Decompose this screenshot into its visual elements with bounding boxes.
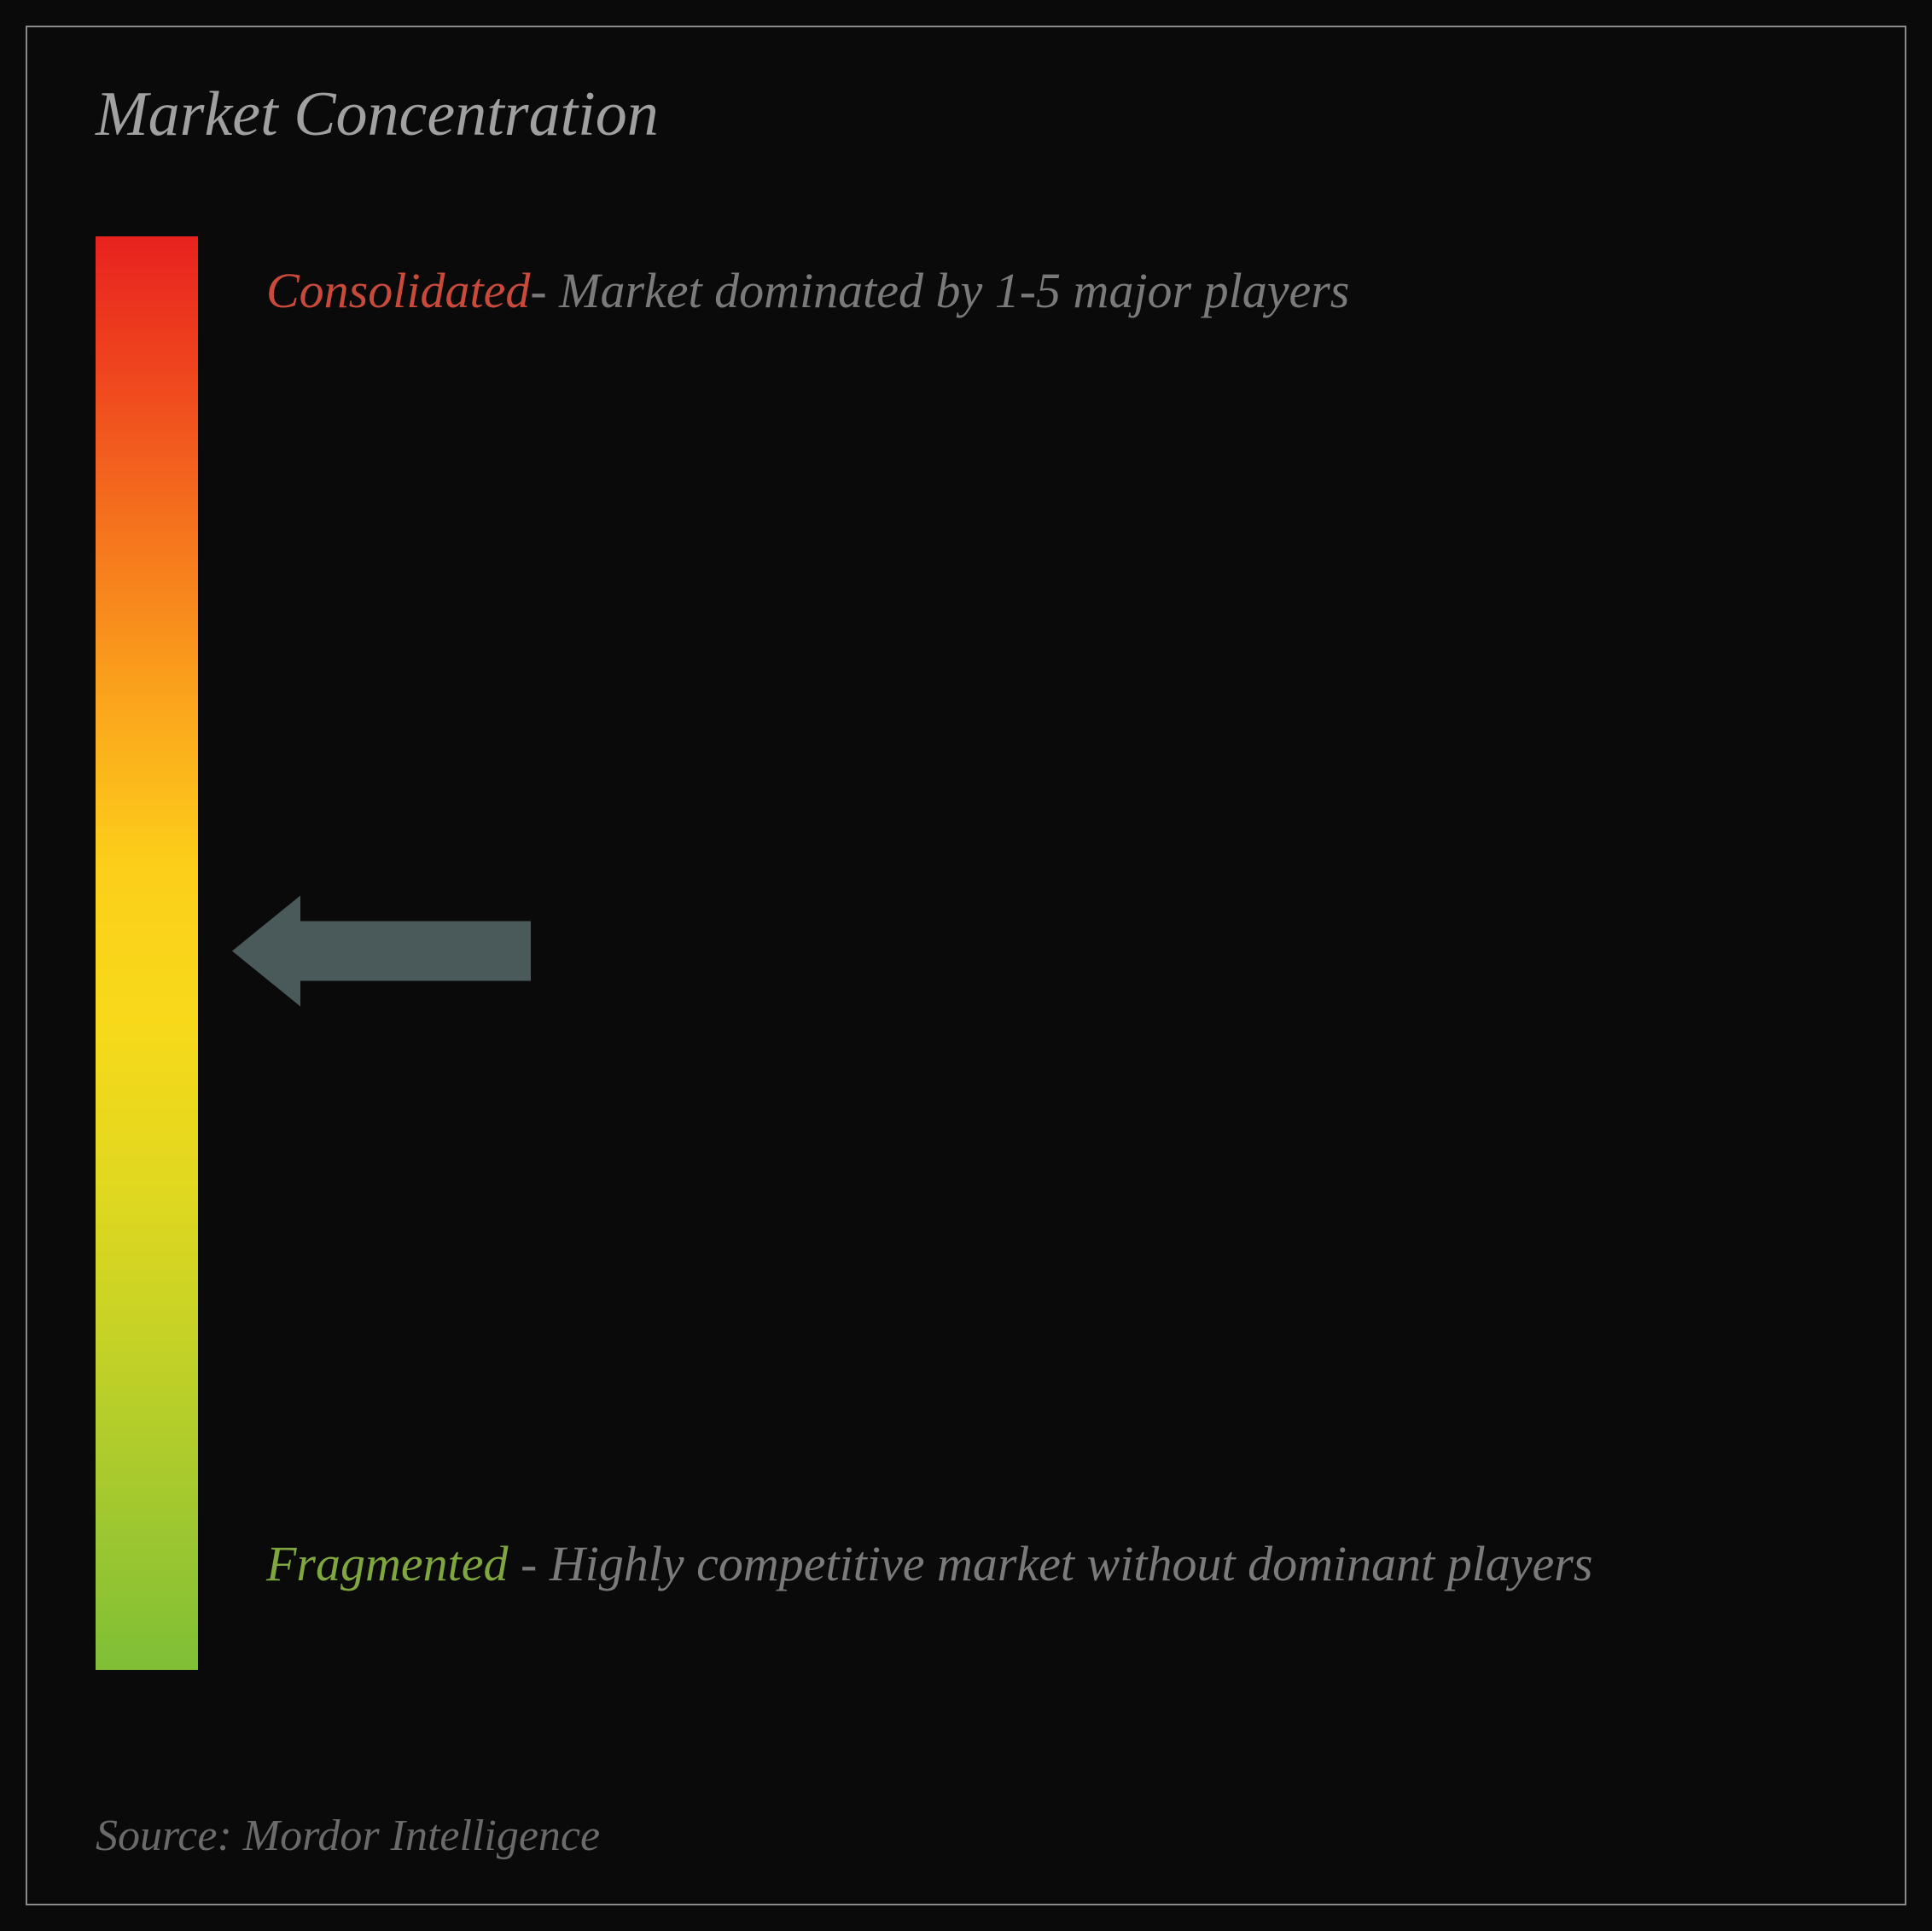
arrow-icon bbox=[232, 892, 539, 1011]
labels-column: Consolidated- Market dominated by 1-5 ma… bbox=[198, 236, 1836, 1670]
consolidated-highlight: Consolidated bbox=[266, 263, 530, 318]
source-name: Mordor Intelligence bbox=[243, 1812, 600, 1860]
consolidated-desc: - Market dominated by 1-5 major players bbox=[530, 263, 1349, 318]
panel: Market Concentration bbox=[26, 26, 1906, 1905]
gradient-svg bbox=[96, 236, 198, 1670]
source-attribution: Source: Mordor Intelligence bbox=[96, 1811, 600, 1861]
consolidated-label: Consolidated- Market dominated by 1-5 ma… bbox=[266, 236, 1802, 346]
chart-title: Market Concentration bbox=[96, 79, 1836, 151]
content-row: Consolidated- Market dominated by 1-5 ma… bbox=[96, 236, 1836, 1670]
fragmented-label: Fragmented - Highly competitive market w… bbox=[266, 1509, 1802, 1619]
fragmented-desc: - Highly competitive market without domi… bbox=[509, 1536, 1593, 1591]
fragmented-highlight: Fragmented bbox=[266, 1536, 509, 1591]
gradient-scale bbox=[96, 236, 198, 1670]
indicator-arrow bbox=[232, 892, 539, 1015]
source-prefix: Source: bbox=[96, 1812, 243, 1860]
